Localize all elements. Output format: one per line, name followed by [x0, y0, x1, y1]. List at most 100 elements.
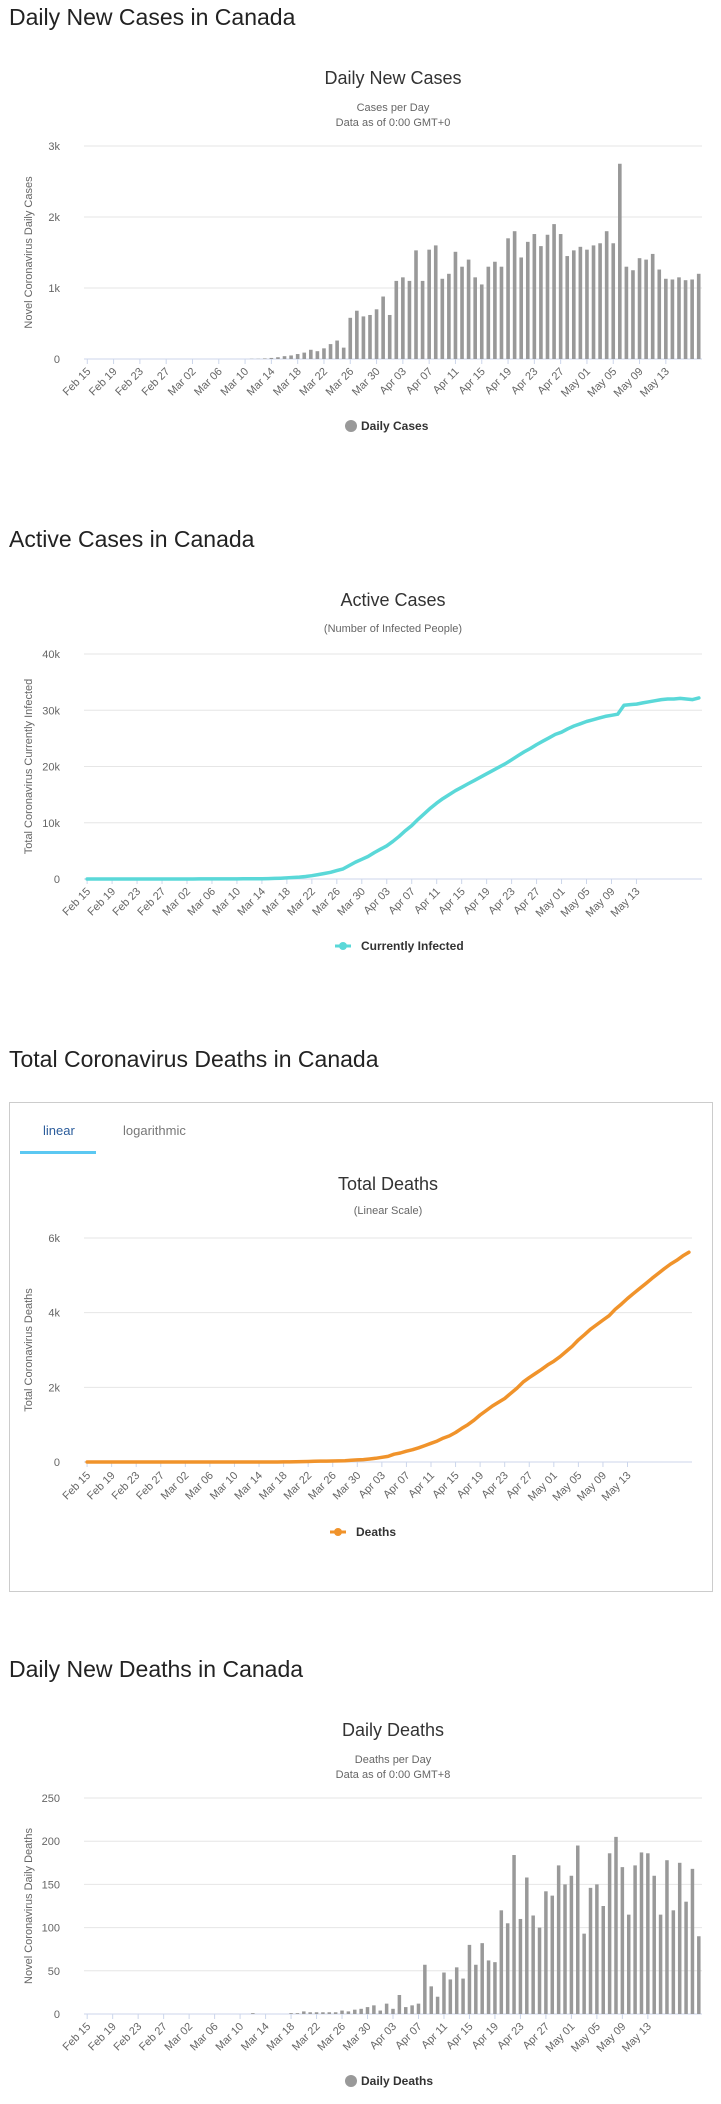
legend-symbol [345, 420, 357, 432]
bar [544, 1891, 548, 2014]
legend-marker [334, 1528, 342, 1536]
x-tick-label: Feb 23 [113, 366, 146, 399]
bar [633, 1865, 637, 2014]
bar [591, 245, 596, 359]
tab-linear[interactable]: linear [43, 1123, 75, 1138]
x-tick-label: Apr 23 [479, 1470, 510, 1501]
bar [289, 2013, 293, 2014]
bar [537, 1927, 542, 2014]
bar [611, 243, 616, 359]
legend-label: Currently Infected [361, 939, 464, 953]
y-axis-label: Novel Coronavirus Daily Cases [23, 176, 35, 329]
bar [493, 1962, 497, 2014]
bar [505, 1923, 510, 2014]
bar [618, 163, 622, 359]
bar [467, 1944, 472, 2014]
x-tick-label: Apr 07 [381, 1470, 412, 1501]
legend-symbol [345, 2075, 357, 2087]
bar [499, 266, 504, 359]
x-tick-label: Feb 27 [140, 366, 173, 399]
bar [639, 1852, 644, 2014]
x-tick-label: Apr 03 [368, 2021, 399, 2052]
bar [321, 2012, 325, 2014]
x-tick-label: Mar 30 [331, 1470, 364, 1503]
bar [308, 2012, 312, 2014]
bar [677, 1862, 682, 2014]
x-tick-label: Feb 19 [87, 366, 120, 399]
bar [435, 1996, 440, 2014]
y-tick-label: 1k [48, 283, 60, 295]
bar [664, 278, 668, 359]
x-tick-label: Mar 30 [350, 366, 383, 399]
bar [348, 317, 353, 359]
bar [670, 279, 675, 359]
bar [578, 246, 583, 359]
y-tick-label: 150 [42, 1879, 60, 1891]
x-tick-label: Apr 07 [404, 366, 435, 397]
x-tick-label: Apr 11 [419, 2021, 450, 2052]
y-tick-label: 250 [42, 1793, 60, 1805]
bar [480, 1943, 484, 2014]
x-tick-label: Apr 11 [431, 366, 462, 397]
bar [391, 2008, 395, 2014]
bar [690, 279, 694, 359]
bar [652, 1875, 656, 2014]
bar [361, 316, 366, 359]
bar [427, 249, 431, 359]
x-tick-label: Apr 03 [361, 886, 392, 917]
bar [626, 1914, 631, 2014]
bar [423, 1964, 427, 2014]
bar [387, 314, 392, 359]
bar [525, 1877, 529, 2014]
bar [355, 310, 359, 359]
bar [276, 357, 280, 359]
bar [683, 280, 688, 359]
bar [314, 2012, 319, 2014]
x-tick-label: Apr 23 [509, 366, 540, 397]
bar [558, 234, 563, 359]
bar [650, 253, 655, 359]
bar [671, 1910, 676, 2014]
bar [585, 249, 589, 359]
bar [327, 2012, 332, 2014]
legend-marker [339, 942, 347, 950]
bar [372, 2005, 376, 2014]
bar [384, 2003, 389, 2014]
bar [493, 261, 497, 359]
bar [665, 1860, 669, 2014]
total-deaths-chart: Total Deaths (Linear Scale) 0 2k 4k 6k Total C… [23, 1174, 692, 1539]
bar [365, 2007, 370, 2014]
bar [416, 2003, 421, 2014]
legend: Daily Cases [345, 419, 429, 433]
bar [378, 2010, 383, 2014]
bar [295, 2013, 300, 2014]
bar [394, 280, 399, 359]
bar [414, 250, 418, 359]
x-tick-label: May 13 [638, 366, 672, 400]
legend: Currently Infected [335, 939, 464, 953]
bar [684, 1901, 688, 2014]
bar [410, 2005, 414, 2014]
section-heading: Total Coronavirus Deaths in Canada [9, 1046, 379, 1072]
section-heading: Daily New Deaths in Canada [9, 1656, 304, 1682]
bar [466, 259, 471, 359]
bar [328, 344, 333, 359]
y-tick-label: 0 [54, 874, 60, 886]
bar [607, 1853, 612, 2014]
bar [302, 2011, 306, 2014]
bar [563, 1884, 567, 2014]
bar [556, 1865, 561, 2014]
section-heading: Active Cases in Canada [9, 526, 255, 552]
chart-title: Total Deaths [338, 1174, 438, 1194]
bar [401, 277, 405, 359]
bar [381, 296, 385, 359]
bar [499, 1910, 504, 2014]
bar [440, 278, 445, 359]
x-tick-label: Apr 03 [357, 1470, 388, 1501]
bar [397, 1994, 402, 2014]
bar [576, 1845, 580, 2014]
tab-logarithmic[interactable]: logarithmic [123, 1123, 186, 1138]
x-tick-label: Mar 14 [245, 366, 278, 399]
bar [289, 355, 293, 359]
bar [448, 1979, 453, 2014]
